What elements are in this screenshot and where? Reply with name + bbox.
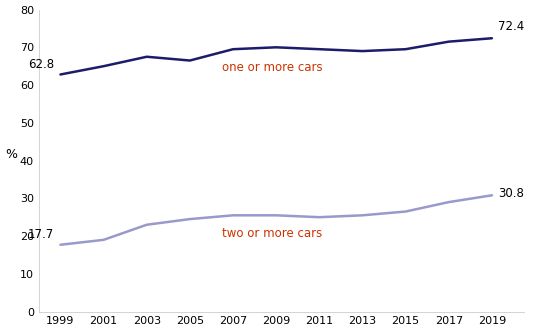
Y-axis label: %: % [5, 147, 18, 161]
Text: 30.8: 30.8 [498, 187, 524, 200]
Text: two or more cars: two or more cars [222, 227, 323, 240]
Text: 72.4: 72.4 [498, 20, 524, 33]
Text: 17.7: 17.7 [28, 228, 54, 241]
Text: one or more cars: one or more cars [222, 60, 323, 73]
Text: 62.8: 62.8 [28, 58, 54, 71]
